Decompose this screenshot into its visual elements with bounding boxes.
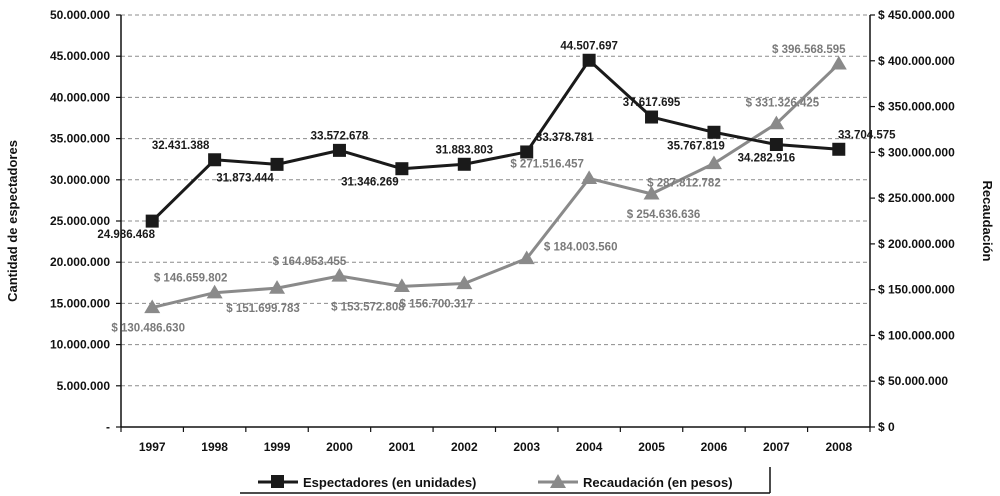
legend-triangle-icon [550,474,566,488]
data-label-espectadores: 31.883.803 [436,144,494,156]
data-label-recaudacion: $ 184.003.560 [544,242,618,254]
legend-square-icon [271,475,284,488]
y-right-tick-label: $ 350.000.000 [878,100,955,114]
x-tick-label: 1998 [201,440,228,454]
triangle-marker [331,267,348,282]
y-left-tick-label: 10.000.000 [50,338,110,352]
y-right-ticks: $ 0 $ 50.000.000 $ 100.000.000 $ 150.000.00… [870,8,955,434]
y-left-axis-title: Cantidad de espectadores [5,140,20,302]
data-label-espectadores: 31.346.269 [341,177,399,189]
series-layer [144,53,847,314]
triangle-marker [705,155,722,170]
y-left-tick-label: 25.000.000 [50,214,110,228]
x-tick-label: 1997 [139,440,166,454]
y-left-tick-label: 20.000.000 [50,255,110,269]
data-label-espectadores: 31.873.444 [216,172,274,184]
data-label-espectadores: 32.431.388 [152,140,210,152]
square-marker [832,142,846,156]
triangle-marker [518,250,535,265]
y-right-tick-label: $ 0 [878,420,895,434]
data-label-espectadores: 33.704.575 [838,129,896,141]
x-tick-label: 2003 [513,440,540,454]
square-marker [769,138,783,152]
data-label-espectadores: 44.507.697 [560,40,618,52]
data-label-espectadores: 34.282.916 [738,153,796,165]
y-right-tick-label: $ 50.000.000 [878,374,948,388]
x-tick-label: 2004 [576,440,603,454]
x-tick-label: 2005 [638,440,665,454]
square-marker [457,157,471,171]
x-tick-label: 1999 [264,440,291,454]
square-marker [270,157,284,171]
data-label-espectadores: 33.572.678 [311,130,369,142]
data-label-recaudacion: $ 146.659.802 [154,273,228,285]
series-line-recaudacion [151,62,840,309]
triangle-marker [830,55,847,70]
y-right-tick-label: $ 450.000.000 [878,8,955,22]
square-marker [707,125,721,139]
data-label-recaudacion: $ 287.812.782 [647,177,721,189]
y-left-tick-label: 30.000.000 [50,173,110,187]
y-left-tick-label: 15.000.000 [50,296,110,310]
legend-label-espectadores: Espectadores (en unidades) [303,475,476,490]
data-label-recaudacion: $ 130.486.630 [111,323,185,335]
y-left-tick-label: 35.000.000 [50,132,110,146]
data-label-recaudacion: $ 331.326.425 [746,98,820,110]
square-marker [520,145,534,159]
y-right-tick-label: $ 200.000.000 [878,237,955,251]
data-label-recaudacion: $ 254.636.636 [627,209,701,221]
x-tick-label: 2001 [389,440,416,454]
y-left-tick-label: - [106,420,110,434]
square-marker [645,110,659,124]
square-marker [395,162,409,176]
gridlines [121,14,870,387]
square-marker [582,53,596,67]
y-left-tick-label: 40.000.000 [50,90,110,104]
y-right-tick-label: $ 250.000.000 [878,191,955,205]
y-right-tick-label: $ 150.000.000 [878,283,955,297]
data-label-recaudacion: $ 156.700.317 [400,299,474,311]
data-label-recaudacion: $ 153.572.808 [331,301,405,313]
series-line-espectadores [151,58,839,223]
y-left-tick-label: 45.000.000 [50,49,110,63]
triangle-marker [643,185,660,200]
data-labels: 24.986.468 32.431.388 31.873.444 33.572.678… [97,40,896,334]
data-label-espectadores: 24.986.468 [97,229,155,241]
square-marker [208,153,222,167]
triangle-marker [768,115,785,130]
legend: Espectadores (en unidades) Recaudación (e… [240,467,771,494]
triangle-marker [144,299,161,314]
triangle-marker [393,278,410,292]
square-marker [332,143,346,157]
y-right-tick-label: $ 300.000.000 [878,145,955,159]
data-label-recaudacion: $ 164.953.455 [273,256,347,268]
y-left-tick-label: 5.000.000 [57,379,111,393]
x-tick-label: 2006 [701,440,728,454]
y-right-tick-label: $ 100.000.000 [878,328,955,342]
triangle-marker [581,170,598,185]
data-label-espectadores: 37.617.695 [623,97,681,109]
legend-box [240,468,770,492]
y-left-tick-label: 50.000.000 [50,8,110,22]
square-marker [145,214,159,228]
y-right-axis-title: Recaudación [980,181,995,262]
triangle-marker [269,280,286,294]
data-label-espectadores: 33.378.781 [536,132,594,144]
data-label-recaudacion: $ 396.568.595 [772,44,846,56]
triangle-marker [456,275,473,290]
y-right-tick-label: $ 400.000.000 [878,54,955,68]
x-tick-label: 2008 [825,440,852,454]
x-tick-label: 2002 [451,440,478,454]
x-ticks: 1997 1998 1999 2000 2001 2002 2003 2004 2005 2006… [120,427,871,454]
x-tick-label: 2000 [326,440,353,454]
y-left-ticks: - 5.000.000 10.000.000 15.000.000 20.000.000… [50,8,121,434]
legend-items: Espectadores (en unidades) Recaudación (e… [258,474,733,490]
triangle-marker [206,284,223,299]
x-tick-label: 2007 [763,440,790,454]
legend-label-recaudacion: Recaudación (en pesos) [583,475,733,490]
data-label-espectadores: 35.767.819 [667,140,725,152]
data-label-recaudacion: $ 151.699.783 [226,303,300,315]
data-label-recaudacion: $ 271.516.457 [510,158,584,170]
